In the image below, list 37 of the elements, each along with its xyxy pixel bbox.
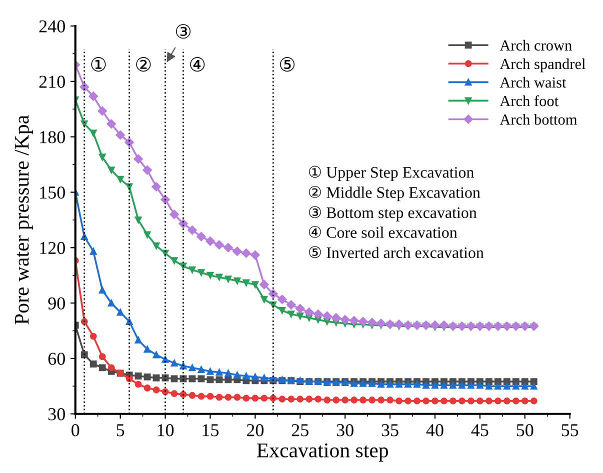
x-tick-label: 20: [246, 424, 264, 436]
x-tick-label: 25: [292, 424, 308, 436]
y-tick-label: 180: [40, 131, 65, 144]
y-tick-label: 210: [39, 76, 65, 88]
x-tick-label: 5: [116, 424, 124, 436]
y-tick-label: 120: [40, 242, 65, 254]
x-tick-label: 40: [426, 424, 444, 436]
ref-line-label: ②: [136, 57, 151, 72]
y-tick-label: 60: [48, 352, 65, 365]
legend-label: Arch crown: [500, 40, 572, 51]
ref-line-label: ④: [190, 57, 205, 72]
legend-label: Arch foot: [500, 95, 559, 106]
y-axis-title: Pore water pressure /Kpa: [14, 115, 34, 324]
legend-label: Arch bottom: [500, 114, 578, 125]
legend-label: Arch spandrel: [500, 58, 586, 72]
annotation: ① Upper Step Excavation: [308, 166, 474, 181]
annotation: ④ Core soil excavation: [308, 226, 458, 238]
x-tick-label: 35: [382, 424, 398, 436]
ref-line-label: ①: [91, 57, 106, 72]
ref-line-label: ⑤: [280, 57, 295, 72]
x-tick-label: 10: [158, 424, 174, 436]
x-tick-label: 0: [72, 424, 80, 436]
x-tick-label: 55: [562, 424, 578, 436]
annotation: ③ Bottom step excavation: [308, 206, 477, 222]
ref-line-label: ③: [176, 24, 191, 39]
y-tick-label: 90: [48, 297, 65, 310]
y-tick-label: 240: [39, 20, 65, 32]
x-tick-label: 30: [336, 424, 354, 436]
x-tick-label: 50: [516, 424, 534, 436]
x-axis-title: Excavation step: [256, 443, 388, 462]
annotation: ⑤ Inverted arch excavation: [308, 246, 484, 258]
y-tick-label: 150: [40, 186, 65, 199]
x-tick-label: 15: [202, 424, 219, 436]
legend-label: Arch waist: [500, 76, 566, 88]
annotation: ② Middle Step Excavation: [308, 186, 480, 202]
x-tick-label: 45: [471, 424, 488, 436]
y-tick-label: 30: [48, 408, 65, 420]
